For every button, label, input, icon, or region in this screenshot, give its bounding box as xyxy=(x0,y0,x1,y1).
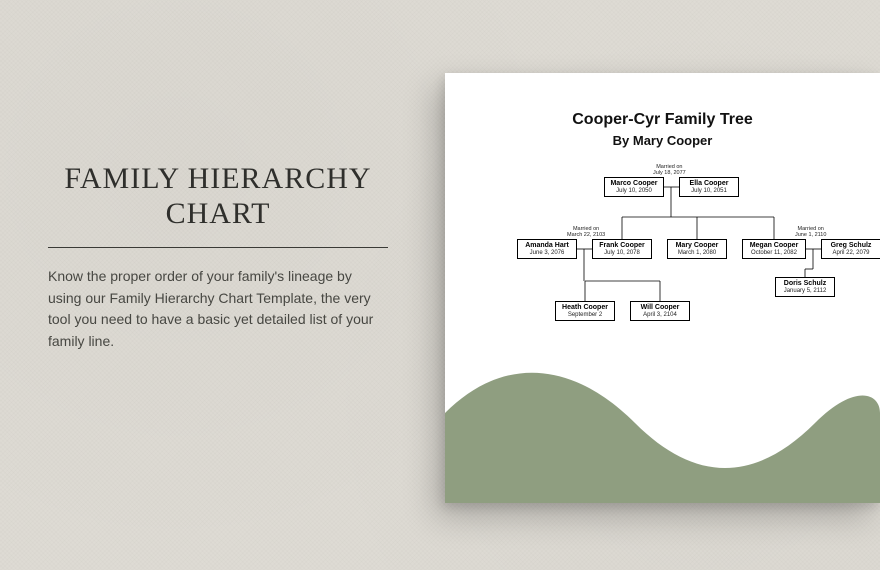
node-name: Heath Cooper xyxy=(559,304,611,312)
tree-node-heath: Heath CooperSeptember 2 xyxy=(555,301,615,321)
page-title: FAMILY HIERARCHY CHART xyxy=(48,162,388,231)
node-name: Ella Cooper xyxy=(683,180,735,188)
card-subtitle: By Mary Cooper xyxy=(445,133,880,148)
node-name: Amanda Hart xyxy=(521,242,573,250)
description-text: Know the proper order of your family's l… xyxy=(48,266,388,353)
node-date: July 10, 2078 xyxy=(596,250,648,257)
tree-node-mary: Mary CooperMarch 1, 2080 xyxy=(667,239,727,259)
tree-node-ella: Ella CooperJuly 10, 2051 xyxy=(679,177,739,197)
marriage-label-0: Married onJuly 18, 2077 xyxy=(653,165,686,177)
node-date: April 3, 2104 xyxy=(634,312,686,319)
node-name: Will Cooper xyxy=(634,304,686,312)
node-date: September 2 xyxy=(559,312,611,319)
node-name: Greg Schulz xyxy=(825,242,877,250)
node-date: July 10, 2050 xyxy=(608,188,660,195)
marriage-label-2: Married onJune 1, 2110 xyxy=(795,227,826,239)
tree-node-doris: Doris SchulzJanuary 5, 2112 xyxy=(775,277,835,297)
node-date: April 22, 2079 xyxy=(825,250,877,257)
node-date: January 5, 2112 xyxy=(779,288,831,295)
tree-node-amanda: Amanda HartJune 3, 2076 xyxy=(517,239,577,259)
node-date: March 1, 2080 xyxy=(671,250,723,257)
tree-node-greg: Greg SchulzApril 22, 2079 xyxy=(821,239,880,259)
node-name: Doris Schulz xyxy=(779,280,831,288)
node-name: Mary Cooper xyxy=(671,242,723,250)
tree-node-frank: Frank CooperJuly 10, 2078 xyxy=(592,239,652,259)
template-preview-card: Cooper-Cyr Family Tree By Mary Cooper Ma… xyxy=(445,73,880,503)
left-panel: FAMILY HIERARCHY CHART Know the proper o… xyxy=(48,162,388,353)
tree-node-will: Will CooperApril 3, 2104 xyxy=(630,301,690,321)
heading-line-1: FAMILY HIERARCHY xyxy=(64,162,371,195)
node-name: Marco Cooper xyxy=(608,180,660,188)
heading-line-2: CHART xyxy=(166,197,271,230)
node-name: Megan Cooper xyxy=(746,242,802,250)
node-date: October 11, 2082 xyxy=(746,250,802,257)
tree-node-marco: Marco CooperJuly 10, 2050 xyxy=(604,177,664,197)
divider xyxy=(48,247,388,248)
card-title: Cooper-Cyr Family Tree xyxy=(445,111,880,129)
node-date: July 10, 2051 xyxy=(683,188,735,195)
wave-decoration xyxy=(445,353,880,503)
node-date: June 3, 2076 xyxy=(521,250,573,257)
marriage-label-1: Married onMarch 22, 2103 xyxy=(567,227,605,239)
node-name: Frank Cooper xyxy=(596,242,648,250)
tree-node-megan: Megan CooperOctober 11, 2082 xyxy=(742,239,806,259)
